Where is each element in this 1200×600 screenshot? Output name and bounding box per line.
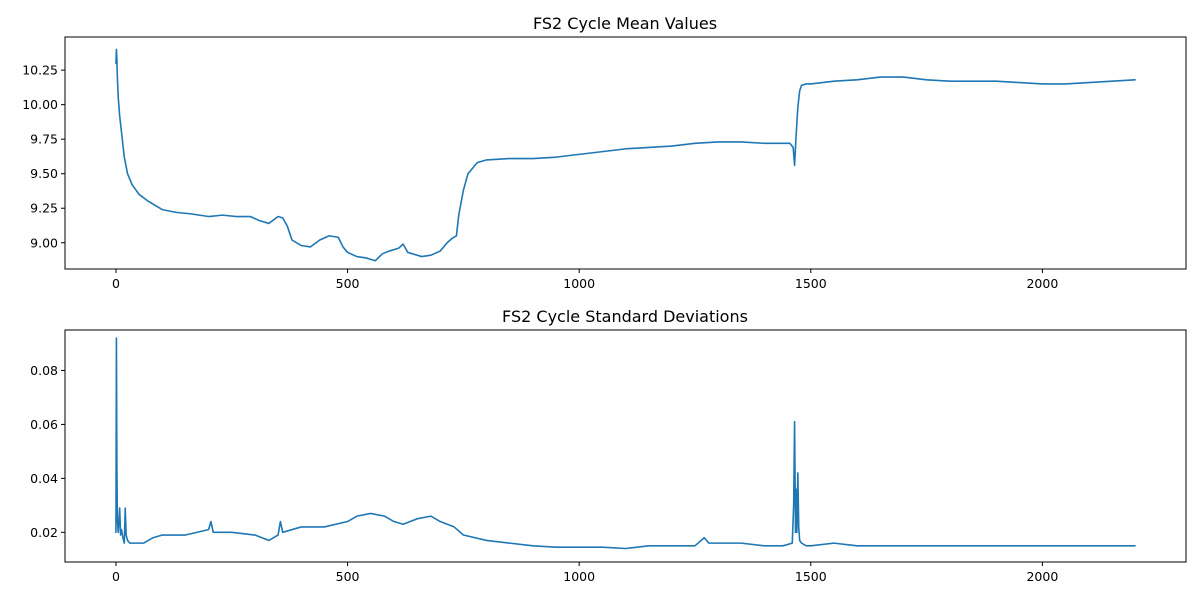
mean-values-y-tick-label: 9.00 [30, 235, 58, 250]
std-deviations-series-line [115, 337, 1136, 550]
std-deviations-title: FS2 Cycle Standard Deviations [502, 307, 748, 326]
mean-values-y-tick-label: 10.25 [22, 63, 58, 78]
std-deviations-plot-frame [64, 329, 1187, 563]
std-deviations-y-tick-label: 0.02 [30, 525, 58, 540]
std-deviations-y-tick-label: 0.04 [30, 471, 58, 486]
mean-values-marks: 0 500 1000 1500 2000 9.00 9.25 9.50 9.75 10.00 10.… [22, 36, 1187, 291]
mean-values-x-tick-label: 2000 [1026, 276, 1058, 291]
mean-values-y-tick-label: 10.00 [22, 97, 58, 112]
mean-values-x-tick-label: 500 [336, 276, 360, 291]
std-deviations-y-tick-label: 0.06 [30, 417, 58, 432]
mean-values-plot-frame [64, 36, 1187, 270]
std-deviations-chart: FS2 Cycle Standard Deviations 0 500 1000 15… [30, 307, 1187, 584]
mean-values-x-tick-label: 1000 [563, 276, 595, 291]
std-deviations-x-tick-label: 1000 [563, 569, 595, 584]
std-deviations-x-tick-label: 2000 [1026, 569, 1058, 584]
mean-values-x-tick-label: 1500 [795, 276, 827, 291]
std-deviations-x-tick-label: 0 [112, 569, 120, 584]
mean-values-chart: FS2 Cycle Mean Values 0 500 1000 1500 2000 9.… [22, 14, 1187, 291]
std-deviations-x-tick-label: 1500 [795, 569, 827, 584]
mean-values-y-tick-label: 9.75 [30, 132, 58, 147]
mean-values-series-line [115, 48, 1136, 262]
mean-values-x-tick-label: 0 [112, 276, 120, 291]
mean-values-title: FS2 Cycle Mean Values [533, 14, 717, 33]
mean-values-y-tick-label: 9.50 [30, 166, 58, 181]
std-deviations-marks: 0 500 1000 1500 2000 0.02 0.04 0.06 0.08 [30, 329, 1187, 584]
std-deviations-y-tick-label: 0.08 [30, 363, 58, 378]
std-deviations-x-tick-label: 500 [336, 569, 360, 584]
mean-values-y-tick-label: 9.25 [30, 201, 58, 216]
